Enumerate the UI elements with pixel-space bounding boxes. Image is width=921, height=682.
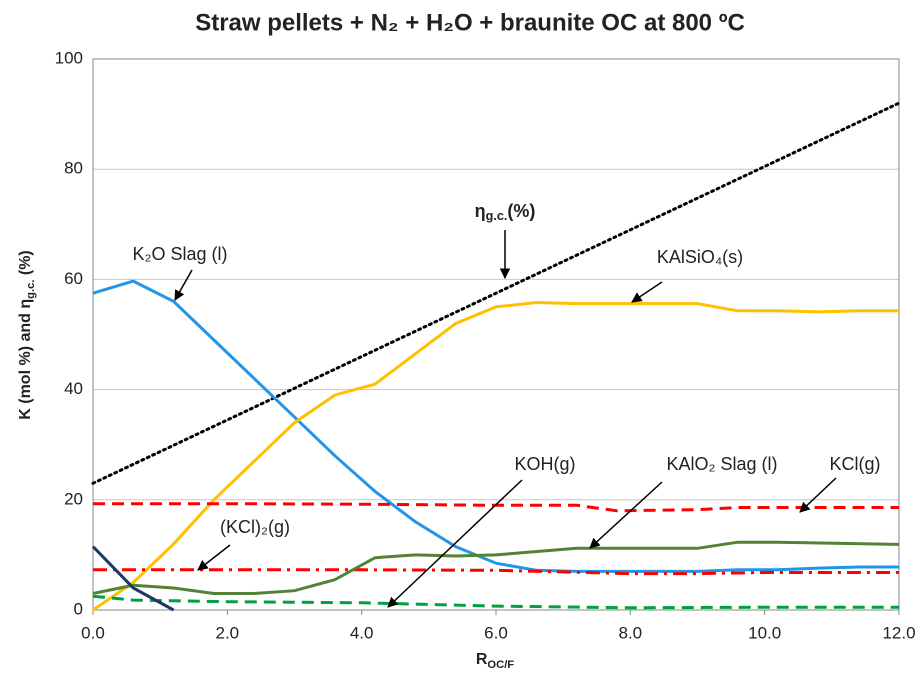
annotation: KAlSiO₄(s): [657, 247, 743, 267]
annotation-part: K₂O Slag (l): [132, 244, 227, 264]
annotation-part: KCl(g): [829, 454, 880, 474]
series-line: [92, 594, 899, 610]
annotation: K₂O Slag (l): [132, 244, 227, 264]
x-axis-label-part: R: [476, 651, 488, 668]
y-axis-label-part: K (mol %) and η: [17, 299, 34, 420]
series-line: [92, 540, 900, 595]
x-tick-label: 10.0: [748, 623, 781, 642]
annotation-part: KOH(g): [514, 454, 575, 474]
annotation-arrow: [799, 477, 837, 513]
x-tick-label: 0.0: [81, 623, 105, 642]
annotation-arrow: [631, 281, 663, 303]
annotation: KOH(g): [514, 454, 575, 474]
annotation-part: (KCl)₂(g): [220, 517, 290, 537]
series-line: [91, 545, 175, 612]
x-tick-label: 12.0: [882, 623, 915, 642]
series-line: [93, 568, 899, 576]
y-tick-label: 0: [74, 599, 83, 618]
annotation-part: KAlO₂ Slag (l): [666, 454, 777, 474]
plot-frame: [92, 58, 900, 611]
series-line: [93, 502, 899, 513]
y-tick-label: 80: [64, 159, 83, 178]
y-axis-label: K (mol %) and ηg.c. (%): [17, 250, 37, 420]
annotation-arrow: [197, 544, 231, 571]
x-tick-label: 4.0: [350, 623, 374, 642]
y-tick-label: 40: [64, 379, 83, 398]
x-axis-label-part: OC/F: [487, 659, 514, 671]
y-tick-label: 100: [55, 48, 83, 67]
annotation: KCl(g): [829, 454, 880, 474]
annotation: KAlO₂ Slag (l): [666, 454, 777, 474]
y-tick-label: 20: [64, 489, 83, 508]
annotation-part: KAlSiO₄(s): [657, 247, 743, 267]
annotation: (KCl)₂(g): [220, 517, 290, 537]
x-tick-label: 6.0: [484, 623, 508, 642]
x-tick-label: 8.0: [619, 623, 643, 642]
x-axis-label: ROC/F: [476, 651, 514, 671]
annotation-part: η: [475, 201, 486, 221]
chart-title: Straw pellets + N₂ + H₂O + braunite OC a…: [195, 9, 745, 36]
annotation-part: (%): [507, 201, 535, 221]
series-line: [91, 101, 901, 485]
y-axis-label-part: (%): [17, 250, 34, 279]
y-tick-label: 60: [64, 269, 83, 288]
annotation-arrow: [589, 481, 663, 549]
annotation-part: g.c.: [486, 209, 508, 223]
series-line: [92, 300, 899, 612]
annotation-arrow: [387, 479, 523, 608]
y-axis-label-part: g.c.: [25, 280, 37, 299]
annotation-arrow: [174, 269, 193, 301]
annotation: ηg.c.(%): [475, 201, 536, 224]
x-tick-label: 2.0: [216, 623, 240, 642]
